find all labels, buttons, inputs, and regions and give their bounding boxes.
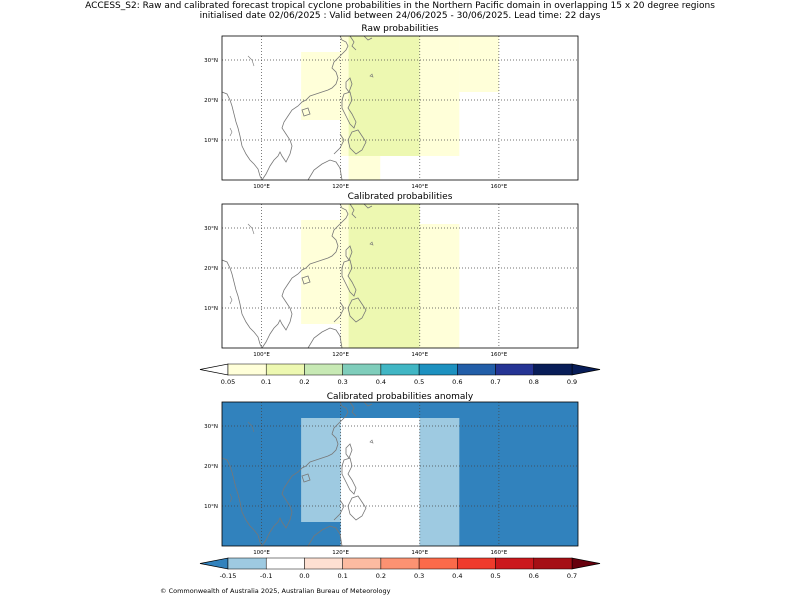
lat-tick-label: 30°N (204, 226, 218, 232)
probability-cell (348, 204, 420, 348)
colorbar-segment (533, 363, 573, 376)
colorbar-tick-label: 0.4 (376, 378, 386, 386)
lon-tick-label: 140°E (411, 550, 428, 556)
map-raw: 100°E 120°E 140°E 160°E 30°N 20°N 10°N (204, 35, 579, 190)
colorbar-tick-label: 0.2 (376, 572, 386, 580)
colorbars: 0.05 0.1 0.2 0.3 0.4 0.5 0.6 0.7 0.8 0.9-0.15 -0.1… (199, 363, 601, 580)
lon-tick-label: 100°E (253, 550, 270, 556)
lon-tick-label: 140°E (411, 184, 428, 190)
copyright-footer: © Commonwealth of Australia 2025, Austra… (160, 587, 391, 595)
colorbar-over-arrow (571, 557, 601, 570)
colorbar-segment (457, 363, 496, 376)
colorbar-segment (457, 557, 496, 570)
colorbar-segment (495, 363, 535, 376)
probability-cell (301, 418, 341, 522)
colorbar-tick-label: 0.9 (567, 378, 577, 386)
probability-cell (419, 36, 460, 156)
colorbar-segment (533, 557, 573, 570)
probability-cell (301, 220, 341, 324)
colorbar-tick-label: 0.2 (299, 378, 309, 386)
colorbar-segment (342, 363, 382, 376)
lat-tick-label: 20°N (204, 464, 218, 470)
colorbar-segment (227, 557, 267, 570)
lon-tick-label: 160°E (491, 550, 508, 556)
panel-title-raw: Raw probabilities (361, 24, 439, 34)
colorbar-anomaly: -0.15 -0.1 0.0 0.1 0.2 0.3 0.4 0.5 0.6 0.7 (199, 557, 601, 580)
figure-title-line1: ACCESS_S2: Raw and calibrated forecast t… (85, 1, 715, 11)
map-frame (221, 401, 579, 547)
lat-tick-label: 20°N (204, 98, 218, 104)
map-anomaly: 100°E 120°E 140°E 160°E 30°N 20°N 10°N (204, 401, 579, 556)
lon-tick-label: 100°E (253, 352, 270, 358)
lon-tick-label: 160°E (491, 352, 508, 358)
probability-cell (301, 52, 341, 120)
probability-cell (419, 418, 460, 546)
colorbar-segment (380, 363, 420, 376)
lon-tick-label: 120°E (332, 352, 349, 358)
colorbar-tick-label: 0.7 (567, 572, 577, 580)
colorbar-segment (265, 363, 305, 376)
probability-cell (340, 204, 349, 348)
colorbar-over-arrow (571, 363, 601, 376)
colorbar-tick-label: 0.8 (529, 378, 539, 386)
lon-tick-label: 120°E (332, 550, 349, 556)
colorbar-tick-label: -0.15 (220, 572, 237, 580)
probability-cell (340, 418, 420, 546)
colorbar-segment (495, 557, 535, 570)
probability-cell (419, 224, 460, 348)
lat-tick-label: 30°N (204, 58, 218, 64)
colorbar-segment (342, 557, 382, 570)
lon-tick-label: 120°E (332, 184, 349, 190)
map-panels: 100°E 120°E 140°E 160°E 30°N 20°N 10°N 100°E 120… (204, 35, 579, 556)
colorbar-tick-label: 0.7 (490, 378, 500, 386)
lon-tick-label: 100°E (253, 184, 270, 190)
probability-cell (459, 36, 499, 92)
colorbar-under-arrow (199, 557, 229, 570)
panel-title-anomaly: Calibrated probabilities anomaly (326, 392, 474, 402)
probability-cell (348, 156, 381, 180)
colorbar-tick-label: 0.0 (299, 572, 309, 580)
colorbar-tick-label: 0.6 (452, 378, 462, 386)
map-frame (221, 35, 579, 181)
colorbar-segment (418, 557, 458, 570)
colorbar-tick-label: 0.1 (261, 378, 271, 386)
colorbar-segment (304, 557, 343, 570)
colorbar-tick-label: 0.3 (337, 378, 347, 386)
probability-cell (348, 36, 420, 156)
lat-tick-label: 10°N (204, 504, 218, 510)
lat-tick-label: 20°N (204, 266, 218, 272)
colorbar-tick-label: 0.3 (414, 572, 424, 580)
map-calibrated: 100°E 120°E 140°E 160°E 30°N 20°N 10°N (204, 203, 579, 358)
colorbar-tick-label: 0.6 (529, 572, 539, 580)
figure-title-line2: initialised date 02/06/2025 : Valid betw… (199, 11, 601, 21)
colorbar-tick-label: 0.5 (414, 378, 424, 386)
colorbar-tick-label: 0.1 (337, 572, 347, 580)
colorbar-tick-label: 0.05 (221, 378, 235, 386)
panel-title-calibrated: Calibrated probabilities (347, 192, 453, 202)
colorbar-segment (418, 363, 458, 376)
lat-tick-label: 10°N (204, 138, 218, 144)
probability-cell (340, 36, 349, 156)
colorbar-segment (265, 557, 305, 570)
colorbar-segment (380, 557, 420, 570)
lon-tick-label: 140°E (411, 352, 428, 358)
map-frame (221, 203, 579, 349)
colorbar-under-arrow (199, 363, 229, 376)
colorbar-tick-label: -0.1 (260, 572, 273, 580)
lon-tick-label: 160°E (491, 184, 508, 190)
colorbar-segment (227, 363, 267, 376)
colorbar-probabilities: 0.05 0.1 0.2 0.3 0.4 0.5 0.6 0.7 0.8 0.9 (199, 363, 601, 386)
colorbar-tick-label: 0.4 (452, 572, 462, 580)
lat-tick-label: 10°N (204, 306, 218, 312)
colorbar-segment (304, 363, 343, 376)
lat-tick-label: 30°N (204, 424, 218, 430)
colorbar-tick-label: 0.5 (490, 572, 500, 580)
